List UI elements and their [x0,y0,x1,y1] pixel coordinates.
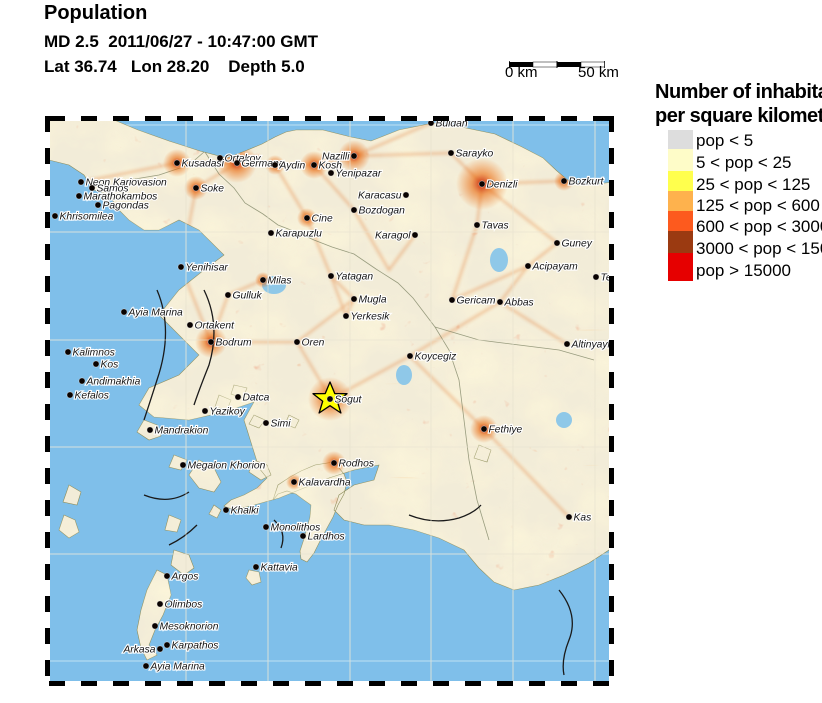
svg-text:Soke: Soke [201,183,225,194]
svg-text:Karacasu: Karacasu [358,190,402,201]
svg-text:Karapuzlu: Karapuzlu [276,228,323,239]
svg-text:Tavas: Tavas [482,220,509,231]
svg-text:Guney: Guney [562,238,593,249]
svg-text:Andimakhia: Andimakhia [86,376,141,387]
svg-text:Lardhos: Lardhos [308,531,345,542]
svg-text:Khalki: Khalki [231,505,260,516]
svg-text:Argos: Argos [171,571,199,582]
svg-text:Kos: Kos [101,359,119,370]
svg-text:Mesoknorion: Mesoknorion [160,621,219,632]
svg-text:Megalon Khorion: Megalon Khorion [188,460,266,471]
svg-text:Kalavardha: Kalavardha [299,477,351,488]
svg-text:Sarayko: Sarayko [456,148,494,159]
svg-text:Ayia Marina: Ayia Marina [150,661,206,672]
svg-text:Bozkurt: Bozkurt [569,176,605,187]
svg-text:Kalimnos: Kalimnos [73,347,115,358]
svg-text:Yenihisar: Yenihisar [186,262,229,273]
svg-text:Mandrakion: Mandrakion [155,425,209,436]
svg-text:Acipayam: Acipayam [532,261,579,272]
svg-text:Yerkesik: Yerkesik [351,311,391,322]
svg-text:Ortakent: Ortakent [195,320,236,331]
svg-text:Yazikoy: Yazikoy [210,406,246,417]
svg-text:Kas: Kas [574,512,592,523]
svg-text:Datca: Datca [243,392,270,403]
svg-text:Simi: Simi [271,418,292,429]
svg-text:Karagol: Karagol [375,230,411,241]
svg-text:Kattavia: Kattavia [261,562,298,573]
svg-text:Bodrum: Bodrum [216,337,252,348]
svg-text:Cine: Cine [312,213,333,224]
svg-text:Yenipazar: Yenipazar [336,168,382,179]
svg-text:Nazilli: Nazilli [322,151,350,162]
svg-text:Kefalos: Kefalos [75,390,109,401]
svg-text:Oren: Oren [302,337,325,348]
svg-text:Rodhos: Rodhos [339,458,375,469]
svg-text:Pagondas: Pagondas [103,200,149,211]
svg-text:Aydin: Aydin [279,160,306,171]
svg-text:Gulluk: Gulluk [233,290,263,301]
svg-text:Milas: Milas [268,275,292,286]
svg-text:Mugla: Mugla [359,294,387,305]
svg-text:Karpathos: Karpathos [172,640,219,651]
svg-text:Buldan: Buldan [436,120,468,129]
svg-text:Khrisomilea: Khrisomilea [60,211,114,222]
svg-text:Olimbos: Olimbos [165,599,203,610]
svg-text:Arkasa: Arkasa [122,644,155,655]
svg-text:Sogut: Sogut [335,394,363,405]
svg-text:Abbas: Abbas [504,297,534,308]
svg-text:Ayia Marina: Ayia Marina [128,307,184,318]
svg-text:Denizli: Denizli [487,179,519,190]
svg-text:Germana: Germana [242,158,285,169]
svg-text:Altinyayla: Altinyayla [571,339,615,350]
svg-text:Gericam: Gericam [457,295,496,306]
svg-text:Fethiye: Fethiye [489,424,523,435]
svg-text:Bozdogan: Bozdogan [359,205,406,216]
svg-text:Koycegiz: Koycegiz [415,351,457,362]
svg-text:Yatagan: Yatagan [336,271,374,282]
